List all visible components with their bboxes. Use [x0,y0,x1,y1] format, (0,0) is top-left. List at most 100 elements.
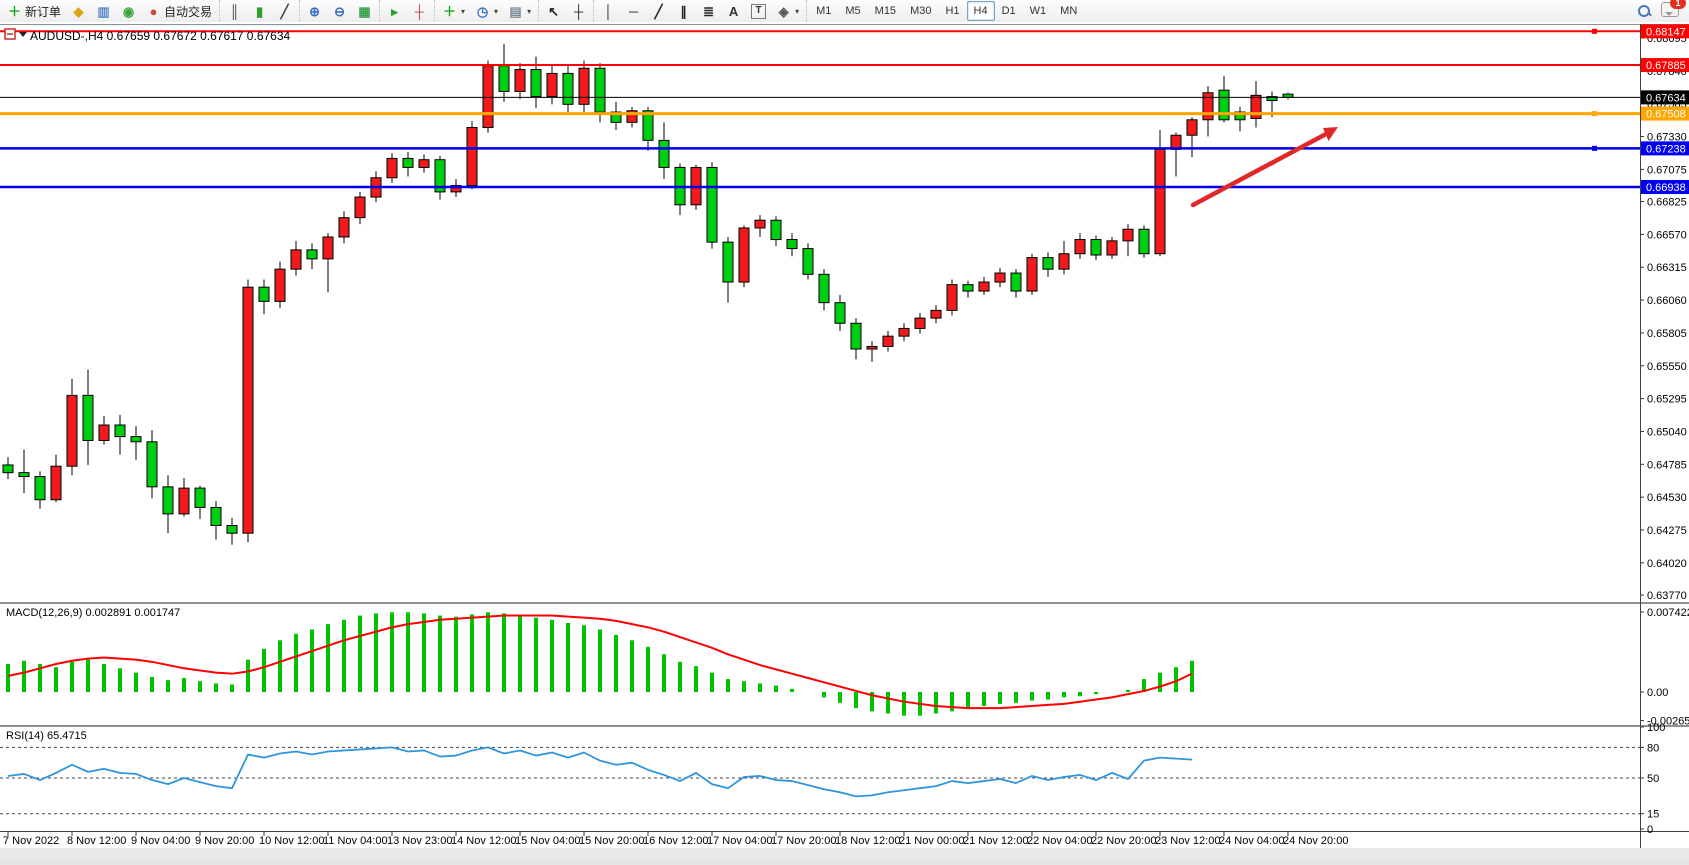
fibonacci-icon: ≣ [703,3,715,19]
time-label: 7 Nov 2022 [3,835,59,847]
new-chart-button[interactable]: ▥ [91,0,116,22]
vline-button[interactable]: │ [596,0,621,22]
time-label: 24 Nov 20:00 [1283,835,1348,847]
chart-wizard-button[interactable]: ◆ [66,0,91,22]
tile-windows-icon: ▦ [358,3,371,19]
zoom-in-icon: ⊕ [309,3,320,19]
new-chart-icon: ▥ [97,3,110,19]
current-price-line-badge: 0.67634 [1641,90,1689,105]
fibonacci-button[interactable]: ≣ [696,0,721,22]
chevron-down-icon: ▾ [527,6,532,16]
chart-icon[interactable] [4,28,16,40]
rsi-axis-label: 15 [1647,809,1659,821]
time-label: 21 Nov 00:00 [899,835,964,847]
time-label: 24 Nov 04:00 [1219,835,1284,847]
tile-windows-button[interactable]: ▦ [352,0,377,22]
pivot-line-orange-handle[interactable] [1592,111,1597,117]
rsi-axis-label: 100 [1647,722,1665,734]
line-chart-button[interactable]: ╱ [272,0,297,22]
period-clock-button[interactable]: ◷ ▾ [470,0,503,22]
timeframe-button-w1[interactable]: W1 [1029,5,1047,17]
time-label: 11 Nov 04:00 [323,835,388,847]
trendline-button[interactable]: ╱ [646,0,671,22]
zoom-out-icon: ⊖ [334,3,345,19]
chart-title: AUDUSD-,H4 0.67659 0.67672 0.67617 0.676… [30,29,291,43]
timeframe-button-mn[interactable]: MN [1060,5,1078,17]
price-tick-label: 0.66570 [1647,229,1687,241]
svg-text:0.67885: 0.67885 [1646,60,1686,72]
cursor-button[interactable]: ↖ [541,0,566,22]
timeframe-button-m30[interactable]: M30 [910,5,932,17]
add-indicator-button[interactable]: ＋ ▾ [437,0,470,22]
arrows-button[interactable]: ◈ ▾ [771,0,804,22]
chevron-down-icon: ▾ [494,6,499,16]
price-tick-label: 0.67330 [1647,132,1687,144]
new-order-label: 新订单 [25,4,62,19]
text-icon: A [728,3,739,19]
indicator-window-icon: ▸ [391,3,398,19]
trendline-icon: ╱ [654,3,663,19]
toolbar-group-0: ＋ 新订单 ◆ ▥ ◉ ● 自动交易 [0,0,219,22]
crosshair-button[interactable]: ┼ [566,0,591,22]
toolbar-group-6: │ ─ ╱ ∥ ≣ A T ◈ ▾ [593,0,806,22]
indicator-add-button[interactable]: ┼ [407,0,432,22]
support-line-1-handle[interactable] [1592,145,1597,151]
new-order-button[interactable]: ＋ 新订单 [2,0,66,22]
autotrading-button[interactable]: ● 自动交易 [141,0,217,22]
price-tick-label: 0.65295 [1647,394,1687,406]
add-indicator-icon: ＋ [443,3,457,19]
macd-signal-line [7,614,1193,710]
indicator-window-button[interactable]: ▸ [382,0,407,22]
chevron-down-icon[interactable] [19,32,27,37]
channel-button[interactable]: ∥ [671,0,696,22]
toolbar-right-cluster: 1 [1637,0,1689,20]
price-tick-label: 0.65040 [1647,426,1687,438]
time-label: 8 Nov 12:00 [67,835,126,847]
timeframe-button-m5[interactable]: M5 [845,5,861,17]
toolbar-group-2: ⊕ ⊖ ▦ [299,0,379,22]
bar-chart-button[interactable]: ║ [222,0,247,22]
time-label: 21 Nov 12:00 [963,835,1028,847]
timeframe-button-h1[interactable]: H1 [945,5,960,17]
macd-label: MACD(12,26,9) 0.002891 0.001747 [6,607,180,619]
chart-wizard-icon: ◆ [73,3,84,19]
timeframe-button-m1[interactable]: M1 [816,5,832,17]
chevron-down-icon: ▾ [461,6,466,16]
template-icon: ▤ [509,3,522,19]
notification-badge: 1 [1670,0,1686,9]
bar-chart-icon: ║ [229,3,240,19]
price-tick-label: 0.66825 [1647,197,1687,209]
hline-button[interactable]: ─ [621,0,646,22]
time-label: 15 Nov 04:00 [515,835,580,847]
chart-canvas[interactable]: 0.680950.678400.675850.673300.670750.668… [0,22,1689,860]
text-button[interactable]: A [721,0,746,22]
zoom-out-button[interactable]: ⊖ [327,0,352,22]
time-axis[interactable]: 7 Nov 2022 8 Nov 12:00 9 Nov 04:00 9 Nov 20… [3,832,1348,847]
candlestick-button[interactable]: ▮ [247,0,272,22]
template-button[interactable]: ▤ ▾ [503,0,536,22]
market-watch-button[interactable]: ◉ [116,0,141,22]
search-icon[interactable] [1637,4,1651,18]
time-label: 9 Nov 20:00 [195,835,254,847]
zoom-in-button[interactable]: ⊕ [302,0,327,22]
timeframe-button-m15[interactable]: M15 [874,5,897,17]
time-label: 10 Nov 12:00 [259,835,324,847]
time-label: 17 Nov 04:00 [707,835,772,847]
vline-icon: │ [604,3,613,19]
time-label: 23 Nov 12:00 [1155,835,1220,847]
trend-arrow[interactable] [1190,127,1338,208]
timeframe-button-d1[interactable]: D1 [1001,5,1016,17]
timeframe-button-h4[interactable]: H4 [966,1,995,21]
svg-text:0.66938: 0.66938 [1646,182,1686,194]
svg-text:0.67508: 0.67508 [1646,109,1686,121]
resistance-line-upper-handle[interactable] [1592,28,1597,34]
rsi-label: RSI(14) 65.4715 [6,730,87,742]
price-tick-label: 0.64785 [1647,459,1687,471]
support-line-2-badge: 0.66938 [1641,180,1689,195]
chat-button[interactable]: 1 [1661,0,1686,20]
text-label-button[interactable]: T [746,0,771,22]
chart-window[interactable]: 0.680950.678400.675850.673300.670750.668… [0,22,1689,860]
support-line-1-badge: 0.67238 [1641,141,1689,156]
